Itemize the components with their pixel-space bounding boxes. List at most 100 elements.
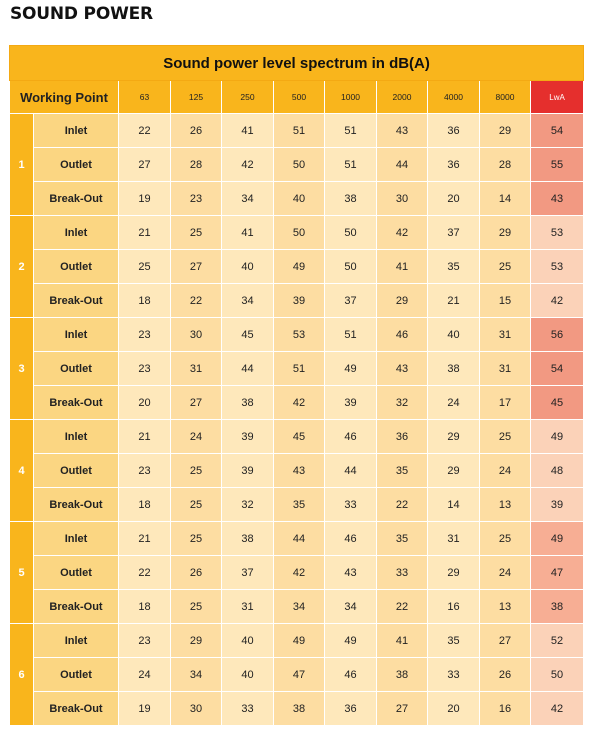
table-row: Outlet 24 34 40 47 46 38 33 26 50 <box>10 657 585 692</box>
table-row: Break-Out 19 23 34 40 38 30 20 14 43 <box>10 181 585 216</box>
level-value: 39 <box>324 385 377 420</box>
level-value: 45 <box>273 419 325 454</box>
level-value: 26 <box>170 113 222 148</box>
level-value: 49 <box>273 249 325 284</box>
level-value: 20 <box>118 385 171 420</box>
level-value: 22 <box>170 283 222 318</box>
level-value: 25 <box>170 589 222 624</box>
level-value: 25 <box>118 249 171 284</box>
level-value: 50 <box>324 215 377 250</box>
lwa-value: 56 <box>529 317 585 352</box>
table-row: Break-Out 19 30 33 38 36 27 20 16 42 <box>10 691 585 726</box>
level-value: 23 <box>118 453 171 488</box>
level-value: 31 <box>221 589 274 624</box>
level-value: 33 <box>427 657 480 692</box>
level-value: 38 <box>376 657 428 692</box>
measurement-type: Outlet <box>33 351 119 386</box>
level-value: 34 <box>221 181 274 216</box>
table-row: Break-Out 18 25 31 34 34 22 16 13 38 <box>10 589 585 624</box>
level-value: 14 <box>427 487 480 522</box>
level-value: 28 <box>479 147 531 182</box>
level-value: 50 <box>324 249 377 284</box>
level-value: 18 <box>118 487 171 522</box>
level-value: 35 <box>427 623 480 658</box>
level-value: 36 <box>427 147 480 182</box>
level-value: 43 <box>324 555 377 590</box>
measurement-type: Break-Out <box>33 385 119 420</box>
level-value: 30 <box>376 181 428 216</box>
level-value: 24 <box>427 385 480 420</box>
level-value: 23 <box>170 181 222 216</box>
measurement-type: Inlet <box>33 113 119 148</box>
lwa-value: 54 <box>529 351 585 386</box>
level-value: 46 <box>324 521 377 556</box>
level-value: 34 <box>221 283 274 318</box>
level-value: 19 <box>118 181 171 216</box>
level-value: 24 <box>479 555 531 590</box>
level-value: 44 <box>376 147 428 182</box>
measurement-type: Outlet <box>33 453 119 488</box>
level-value: 37 <box>324 283 377 318</box>
level-value: 47 <box>273 657 325 692</box>
frequency-header: 63 <box>118 80 171 114</box>
measurement-type: Inlet <box>33 419 119 454</box>
level-value: 38 <box>427 351 480 386</box>
level-value: 40 <box>221 249 274 284</box>
sound-power-table: Sound power level spectrum in dB(A) Work… <box>8 45 585 726</box>
measurement-type: Outlet <box>33 657 119 692</box>
table-row: Break-Out 20 27 38 42 39 32 24 17 45 <box>10 385 585 420</box>
level-value: 31 <box>170 351 222 386</box>
lwa-value: 49 <box>529 521 585 556</box>
level-value: 44 <box>273 521 325 556</box>
level-value: 25 <box>479 521 531 556</box>
table-row: 3 Inlet 23 30 45 53 51 46 40 31 56 <box>9 317 585 420</box>
level-value: 38 <box>324 181 377 216</box>
level-value: 49 <box>324 351 377 386</box>
table-row: Outlet 23 25 39 43 44 35 29 24 48 <box>10 453 585 488</box>
lwa-value: 39 <box>529 487 585 522</box>
measurement-type: Outlet <box>33 249 119 284</box>
level-value: 51 <box>273 351 325 386</box>
level-value: 18 <box>118 283 171 318</box>
frequency-header: 500 <box>273 80 325 114</box>
level-value: 51 <box>324 317 377 352</box>
level-value: 37 <box>427 215 480 250</box>
level-value: 22 <box>118 113 171 148</box>
level-value: 20 <box>427 181 480 216</box>
level-value: 51 <box>324 113 377 148</box>
level-value: 42 <box>273 385 325 420</box>
working-point-number: 4 <box>9 419 34 522</box>
level-value: 39 <box>221 453 274 488</box>
table-row: 6 Inlet 23 29 40 49 49 41 35 27 52 <box>9 623 585 726</box>
level-value: 41 <box>221 113 274 148</box>
measurement-type: Outlet <box>33 147 119 182</box>
frequency-header: 2000 <box>376 80 428 114</box>
frequency-header: 250 <box>221 80 274 114</box>
level-value: 17 <box>479 385 531 420</box>
level-value: 25 <box>170 215 222 250</box>
level-value: 50 <box>273 215 325 250</box>
level-value: 16 <box>427 589 480 624</box>
working-point-number: 1 <box>9 113 34 216</box>
level-value: 34 <box>170 657 222 692</box>
measurement-type: Break-Out <box>33 589 119 624</box>
level-value: 21 <box>118 215 171 250</box>
level-value: 22 <box>376 589 428 624</box>
level-value: 32 <box>376 385 428 420</box>
level-value: 36 <box>376 419 428 454</box>
measurement-type: Inlet <box>33 521 119 556</box>
measurement-type: Inlet <box>33 215 119 250</box>
lwa-value: 50 <box>529 657 585 692</box>
level-value: 14 <box>479 181 531 216</box>
lwa-value: 42 <box>529 283 585 318</box>
level-value: 37 <box>221 555 274 590</box>
level-value: 33 <box>376 555 428 590</box>
lwa-value: 45 <box>529 385 585 420</box>
level-value: 25 <box>170 521 222 556</box>
level-value: 29 <box>479 215 531 250</box>
level-value: 49 <box>324 623 377 658</box>
level-value: 35 <box>376 453 428 488</box>
level-value: 44 <box>324 453 377 488</box>
table-row: 4 Inlet 21 24 39 45 46 36 29 25 49 <box>9 419 585 522</box>
level-value: 25 <box>170 453 222 488</box>
